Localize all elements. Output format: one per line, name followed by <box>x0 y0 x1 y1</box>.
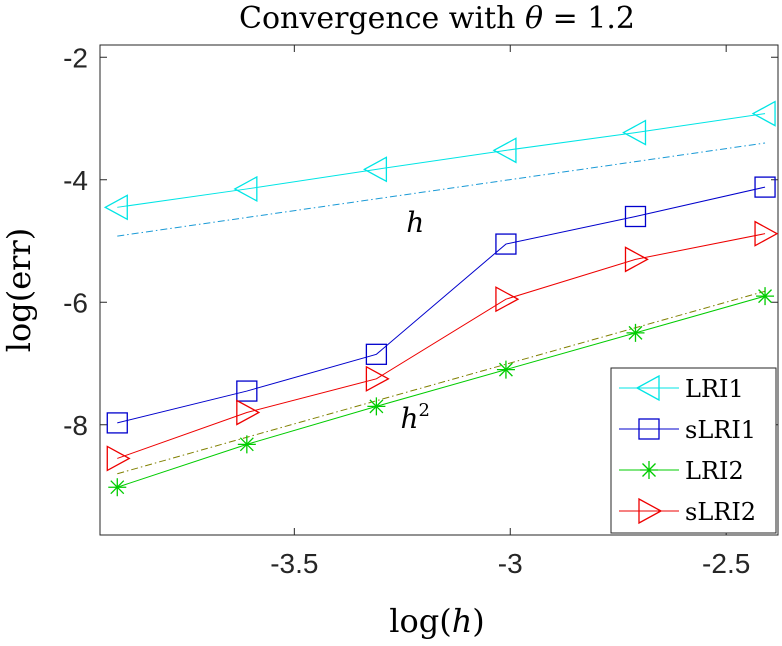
axes-frame <box>99 44 779 536</box>
legend-label: sLRI1 <box>685 416 756 444</box>
data-point-sLRI2 <box>754 220 779 247</box>
marker-stroke <box>110 480 125 495</box>
legend-item-sLRI2: sLRI2 <box>619 497 756 526</box>
annotation-base: h <box>400 402 418 435</box>
legend-item-LRI1: LRI1 <box>619 374 744 403</box>
x-tick-label: -2.5 <box>702 548 750 579</box>
data-point-LRI1 <box>492 137 517 164</box>
data-point-sLRI2 <box>365 365 390 392</box>
x-axis-label-prefix: log( <box>389 602 451 640</box>
annotation-superscript: 2 <box>419 400 430 421</box>
x-axis-label-symbol: h <box>452 602 473 640</box>
legend-label: LRI1 <box>685 375 744 403</box>
marker-stroke <box>369 399 384 414</box>
data-point-LRI1 <box>363 156 388 183</box>
x-axis-label-suffix: ) <box>472 602 484 640</box>
y-axis-label: log(err) <box>0 228 38 352</box>
annotation-base: h <box>406 206 424 239</box>
chart-title: Convergence with θ = 1.2 <box>239 1 635 36</box>
marker-stroke <box>628 325 643 340</box>
marker-stroke <box>642 463 656 477</box>
data-point-sLRI1 <box>754 176 776 198</box>
data-point-sLRI2 <box>495 286 520 313</box>
legend: LRI1 sLRI1 LRI2 sLRI2 <box>610 367 777 534</box>
legend-marker <box>640 461 658 479</box>
chart-title-suffix: = 1.2 <box>543 1 635 36</box>
data-point-sLRI1 <box>624 205 647 228</box>
series-LRI1 <box>103 100 776 221</box>
data-point-LRI2 <box>108 478 127 497</box>
data-point-LRI2 <box>756 287 775 306</box>
legend-item-LRI2: LRI2 <box>619 457 744 485</box>
data-point-sLRI1 <box>236 380 258 402</box>
data-point-sLRI2 <box>624 246 649 273</box>
annotation-label: h <box>406 206 424 239</box>
data-point-sLRI2 <box>106 445 131 472</box>
data-point-sLRI1 <box>106 412 128 434</box>
legend-label: LRI2 <box>685 457 744 485</box>
data-point-LRI1 <box>751 100 776 127</box>
data-point-LRI2 <box>626 323 645 342</box>
marker-stroke <box>239 437 254 452</box>
data-point-LRI2 <box>237 435 256 454</box>
series-line-LRI1 <box>117 113 766 208</box>
series-line-sLRI1 <box>117 186 766 424</box>
y-tick-label: -8 <box>63 410 88 441</box>
y-tick-label: -4 <box>63 165 88 196</box>
x-axis-label: log(h) <box>389 602 485 640</box>
x-tick-label: -3 <box>498 548 523 579</box>
chart-title-prefix: Convergence with <box>239 1 525 36</box>
legend-marker <box>638 497 663 525</box>
data-point-LRI1 <box>233 175 258 203</box>
chart-title-symbol: θ <box>525 1 543 36</box>
reference-line-h <box>117 142 766 237</box>
legend-item-sLRI1: sLRI1 <box>619 416 756 444</box>
marker-stroke <box>758 289 773 304</box>
series-line-LRI2 <box>117 295 766 488</box>
data-point-sLRI1 <box>495 233 517 255</box>
series-LRI2 <box>108 287 775 497</box>
series-line-sLRI2 <box>117 233 766 459</box>
data-point-sLRI2 <box>236 399 261 426</box>
legend-marker <box>635 374 660 402</box>
data-point-sLRI1 <box>365 343 388 365</box>
data-point-LRI2 <box>367 397 386 416</box>
annotation-label: h2 <box>400 400 430 435</box>
reference-line-h2 <box>117 290 766 475</box>
legend-marker <box>638 418 660 440</box>
data-point-LRI2 <box>496 360 515 379</box>
series-sLRI2 <box>106 220 779 472</box>
data-point-LRI1 <box>622 119 647 146</box>
y-tick-label: -6 <box>63 287 88 318</box>
legend-label: sLRI2 <box>685 498 756 526</box>
series-sLRI1 <box>106 176 776 434</box>
x-tick-label: -3.5 <box>270 548 318 579</box>
data-point-LRI1 <box>103 194 128 221</box>
marker-stroke <box>498 362 513 377</box>
y-tick-label: -2 <box>63 42 88 73</box>
